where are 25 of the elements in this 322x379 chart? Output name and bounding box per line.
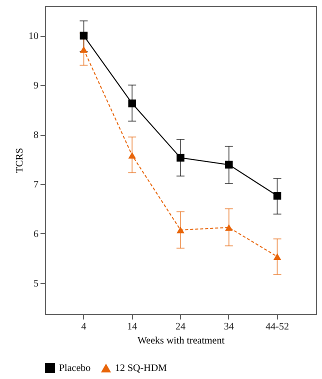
- x-tick-label: 44-52: [266, 322, 289, 332]
- y-tick-label: 5: [34, 278, 38, 290]
- x-tick-label: 24: [176, 322, 186, 332]
- x-tick-label: 4: [81, 322, 86, 332]
- point: [176, 226, 184, 234]
- point: [80, 46, 88, 53]
- y-tick-label: 10: [28, 31, 38, 42]
- y-tick-label: 7: [34, 179, 38, 190]
- y-tick-label: 6: [34, 228, 38, 240]
- x-tick-label: 14: [127, 322, 138, 332]
- point: [225, 224, 233, 231]
- legend-label: Placebo: [59, 363, 91, 374]
- legend-label: 12 SQ-HDM: [115, 363, 168, 374]
- point: [273, 253, 282, 260]
- point: [128, 100, 136, 108]
- x-tick-label: 34: [224, 322, 234, 332]
- y-tick-label: 8: [34, 130, 38, 142]
- point: [225, 160, 233, 169]
- point: [80, 32, 88, 40]
- y-axis-title: TCRS: [14, 148, 26, 174]
- y-tick-label: 9: [34, 80, 38, 92]
- point: [128, 152, 136, 159]
- point: [176, 154, 184, 162]
- x-axis-title: Weeks with treatment: [138, 336, 225, 346]
- point: [273, 192, 282, 200]
